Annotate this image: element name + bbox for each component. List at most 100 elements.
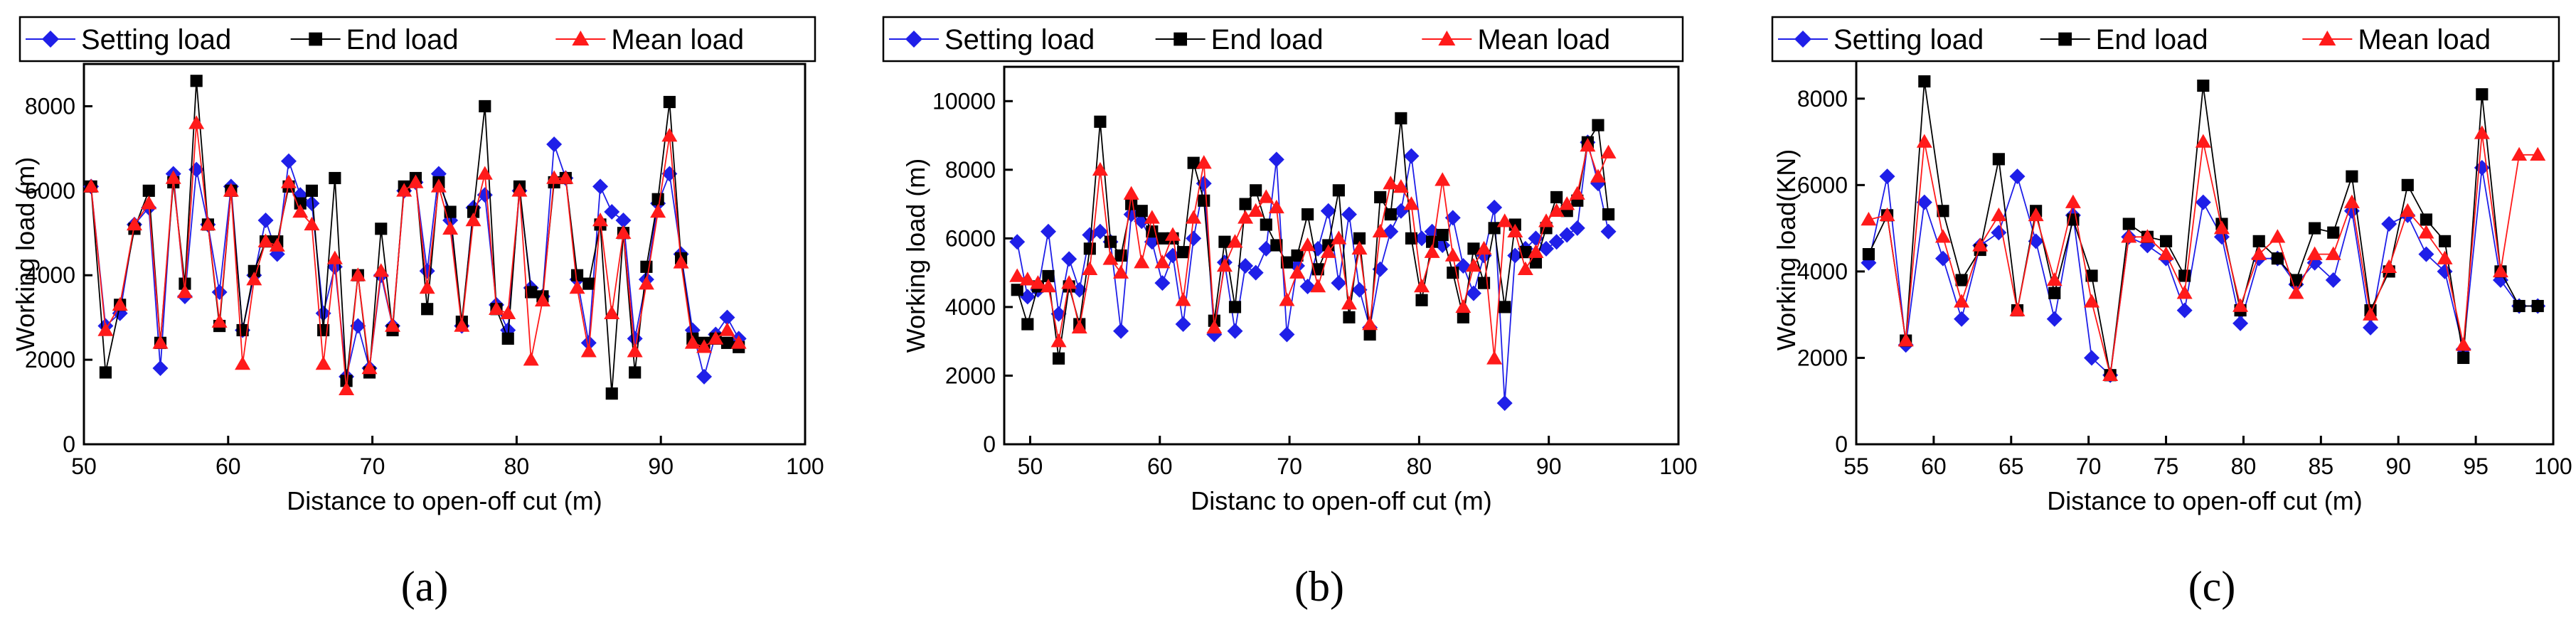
data-point [1538,240,1555,257]
data-point [525,286,538,299]
data-point [2139,229,2156,243]
data-point [1092,161,1108,176]
y-tick-label: 4000 [945,294,996,320]
data-point [1343,311,1356,323]
data-point [1123,186,1139,200]
data-point [2530,146,2546,161]
data-point [1955,274,1968,286]
data-point [1496,213,1513,227]
data-point [719,322,735,336]
data-point [1569,220,1585,236]
x-tick-label: 70 [360,454,385,479]
data-point [580,343,597,358]
data-point [663,95,676,109]
data-point [1175,316,1191,333]
legend-box [882,16,1684,63]
x-tick-label: 60 [1147,454,1173,479]
data-point [1600,144,1617,159]
data-point [1125,198,1138,210]
panel-label: (b) [1294,563,1344,610]
data-point [1436,228,1449,242]
data-point [465,212,481,227]
data-point [280,174,297,188]
data-point [2381,259,2397,274]
x-tick-label: 60 [215,454,241,479]
series-line [90,123,740,390]
x-tick-label: 70 [2076,454,2102,479]
data-point [2531,299,2544,313]
data-point [152,335,169,349]
data-point [1486,199,1503,215]
data-point [1258,240,1274,257]
data-point [1972,237,1989,252]
data-point [2176,302,2193,318]
data-point [1135,205,1148,218]
plot-frame [1855,54,2555,446]
data-point [1372,223,1388,237]
data-point [1021,318,1034,331]
data-point [1040,223,1056,240]
data-point [1144,210,1160,224]
data-point [546,170,563,184]
data-point [190,75,203,87]
data-point [627,343,643,358]
data-point [1299,237,1316,252]
legend-marker [1794,31,1811,48]
y-tick-label: 0 [983,431,996,457]
data-point [350,267,366,281]
data-point [580,335,597,351]
y-axis-label: Working load(KN) [1772,149,1801,350]
data-point [200,216,216,231]
legend-marker [42,31,59,48]
data-point [1862,247,1875,261]
data-point [719,309,735,326]
data-point [1291,249,1304,262]
data-point [1341,296,1357,310]
x-tick-label: 90 [1536,454,1562,479]
data-point [2195,134,2211,148]
x-tick-label: 60 [1921,454,1947,479]
y-tick-label: 2000 [1797,345,1848,370]
data-point [1011,284,1023,296]
data-point [558,170,574,184]
data-point [1393,203,1409,219]
data-point [1154,275,1171,291]
data-point [1934,250,1951,267]
data-point [280,153,297,169]
data-point [2455,337,2471,351]
y-tick-label: 0 [63,431,75,457]
data-point [1499,301,1511,313]
x-axis-label: Distanc to open-off cut (m) [1191,486,1492,515]
data-point [2048,286,2061,299]
data-point [2343,194,2360,208]
data-point [1289,264,1306,279]
data-point [430,178,447,193]
data-point [1569,186,1585,200]
data-point [1414,278,1430,293]
data-point [1916,134,1932,148]
data-point [1331,230,1347,245]
data-point [570,269,584,281]
legend-marker [2319,31,2336,45]
data-point [1992,153,2005,166]
data-point [1250,184,1262,197]
data-point [292,204,309,218]
data-point [523,352,539,366]
data-point [1861,211,1877,226]
data-point [1444,210,1461,226]
data-point [1042,269,1055,283]
data-point [235,356,251,370]
data-point [1102,251,1119,265]
data-point [1916,194,1932,210]
legend-entry: End load [1211,24,1324,55]
data-point [2065,194,2081,208]
data-point [97,322,114,336]
series-setting-load [1861,160,2546,383]
x-tick-label: 80 [2231,454,2257,479]
data-point [2437,250,2453,264]
data-point [112,296,128,311]
data-point [2271,252,2284,265]
data-point [629,366,642,379]
data-point [340,375,353,387]
